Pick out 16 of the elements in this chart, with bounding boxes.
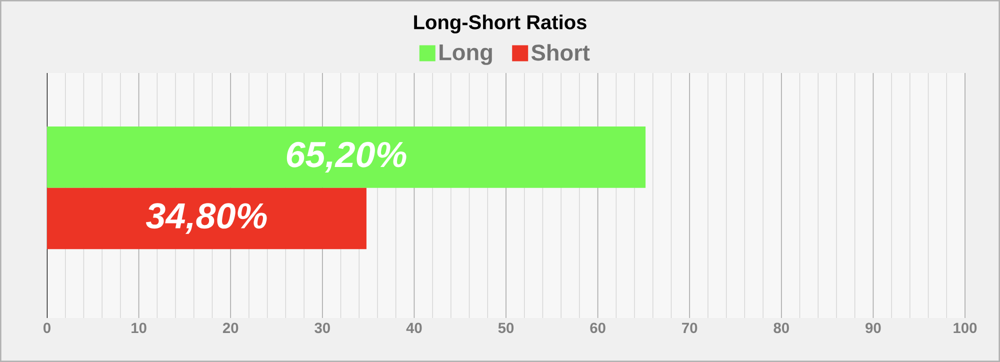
data-label: 34,80% <box>146 203 267 234</box>
x-tick-label: 70 <box>682 322 698 334</box>
x-tick-label: 30 <box>314 322 330 334</box>
x-tick-label: 80 <box>774 322 789 334</box>
x-tick-label: 50 <box>498 322 514 334</box>
x-tick-label: 10 <box>132 322 146 334</box>
x-tick-label: 60 <box>590 322 606 334</box>
legend-label: Short <box>531 44 590 61</box>
data-label: 65,20% <box>286 142 406 173</box>
legend-label: Long <box>440 44 492 65</box>
chart-title: Long-Short Ratios <box>414 14 586 34</box>
x-tick-label: 100 <box>954 322 977 334</box>
x-tick-label: 20 <box>222 322 238 334</box>
x-tick-label: 90 <box>866 322 881 334</box>
x-tick-label: 40 <box>406 322 422 334</box>
x-tick-label: 0 <box>44 322 50 334</box>
